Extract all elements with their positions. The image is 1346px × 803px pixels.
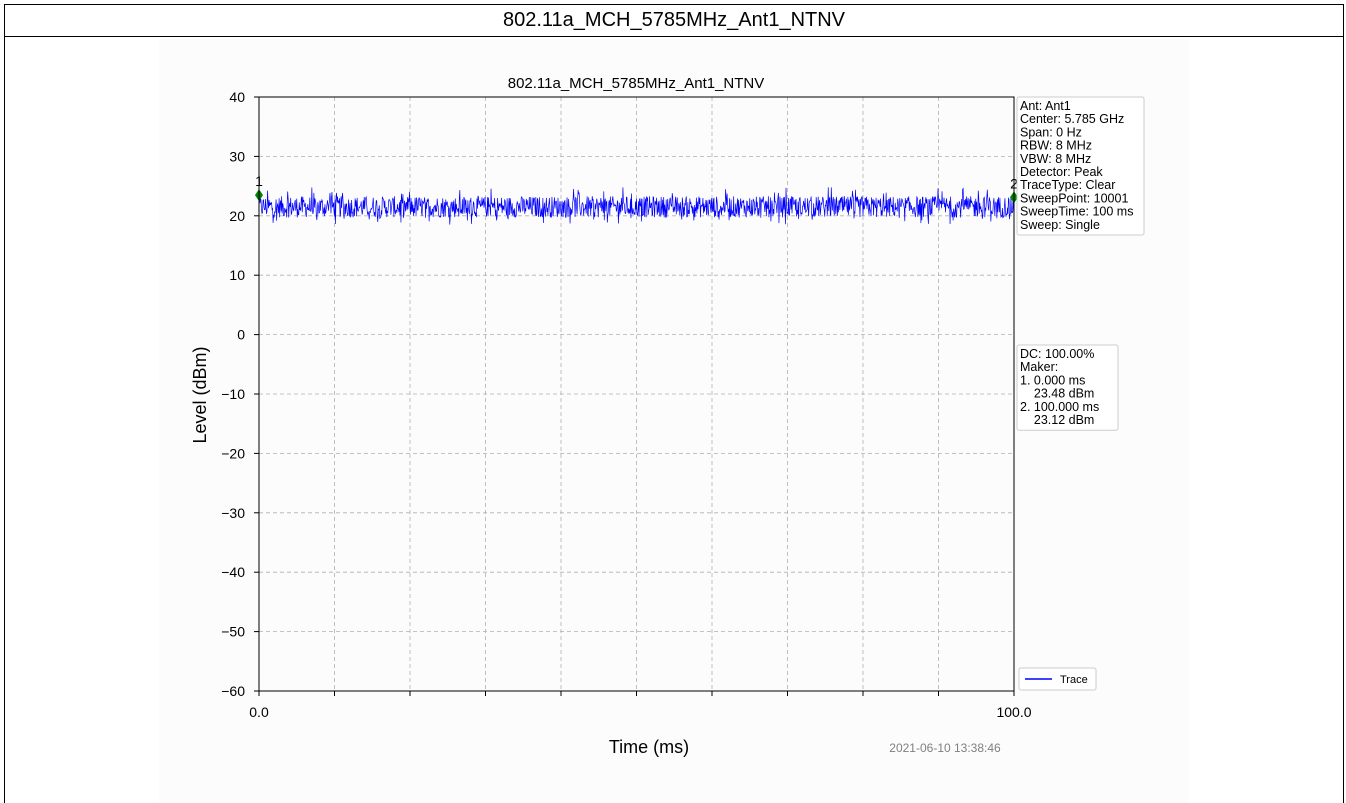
info-box-line: RBW: 8 MHz <box>1020 139 1092 153</box>
info-box-frame <box>1016 96 1145 236</box>
marker-box: DC: 100.00%Maker:1. 0.000 ms 23.48 dBm2.… <box>1016 344 1119 431</box>
y-tick-label: −10 <box>221 386 245 402</box>
y-tick-label: 20 <box>229 208 245 224</box>
marker-box-line: Maker: <box>1020 360 1058 374</box>
info-box-line: SweepTime: 100 ms <box>1020 205 1133 219</box>
info-box-line: Detector: Peak <box>1020 165 1103 179</box>
y-tick-label: −60 <box>221 683 245 699</box>
marker-box-line: DC: 100.00% <box>1020 347 1094 361</box>
legend: Trace <box>1018 667 1097 691</box>
y-axis-label: Level (dBm) <box>190 346 210 443</box>
info-box-line: Center: 5.785 GHz <box>1020 112 1124 126</box>
ticks: 40 30 20 10 0 −10 −20 −30 −40 −50 −600.0 100.0 <box>221 89 1031 720</box>
trace-line <box>258 187 1015 225</box>
y-tick-label: −20 <box>221 445 245 461</box>
y-tick-label: −30 <box>221 505 245 521</box>
report-title: 802.11a_MCH_5785MHz_Ant1_NTNV <box>4 4 1344 37</box>
x-tick-label: 0.0 <box>249 704 269 720</box>
marker-box-frame <box>1016 344 1119 431</box>
marker-box-line: 23.12 dBm <box>1020 413 1094 427</box>
trace-layer <box>258 187 1015 225</box>
marker-box-line: 23.48 dBm <box>1020 387 1094 401</box>
marker-box-line: 2. 100.000 ms <box>1020 400 1099 414</box>
legend-frame <box>1018 667 1097 691</box>
grid <box>258 96 1015 692</box>
x-tick-label: 100.0 <box>996 704 1031 720</box>
y-tick-label: 30 <box>229 148 245 164</box>
y-tick-label: 0 <box>237 327 245 343</box>
report-frame <box>4 4 1344 803</box>
y-tick-label: −40 <box>221 564 245 580</box>
info-box-line: Ant: Ant1 <box>1020 99 1071 113</box>
y-tick-label: 10 <box>229 267 245 283</box>
info-box-line: SweepPoint: 10001 <box>1020 191 1128 205</box>
marker-box-line: 1. 0.000 ms <box>1020 373 1085 387</box>
info-box-line: TraceType: Clear <box>1020 178 1115 192</box>
y-tick-label: 40 <box>229 89 245 105</box>
x-axis-label: Time (ms) <box>609 737 689 757</box>
info-box-line: VBW: 8 MHz <box>1020 152 1091 166</box>
legend-trace-label: Trace <box>1060 674 1088 686</box>
plot-title: 802.11a_MCH_5785MHz_Ant1_NTNV <box>508 75 765 92</box>
info-box-line: Sweep: Single <box>1020 218 1100 232</box>
info-box-line: Span: 0 Hz <box>1020 125 1082 139</box>
timestamp: 2021-06-10 13:38:46 <box>889 741 1001 755</box>
y-tick-label: −50 <box>221 624 245 640</box>
